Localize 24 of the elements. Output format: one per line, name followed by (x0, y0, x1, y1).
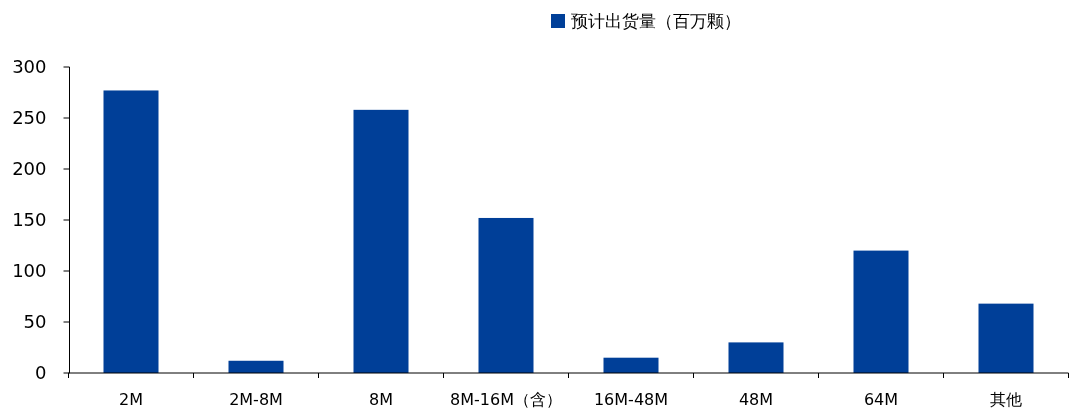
legend-label: 预计出货量（百万颗） (571, 11, 741, 31)
y-tick-label: 250 (12, 107, 47, 128)
y-tick-label: 300 (12, 56, 47, 77)
bar (103, 90, 159, 373)
x-tick-label: 2M (119, 390, 143, 409)
x-tick-label: 48M (738, 390, 774, 409)
bar (603, 357, 659, 373)
bar (853, 250, 909, 373)
bar (978, 303, 1034, 373)
bar (728, 342, 784, 373)
bar (478, 217, 534, 373)
x-tick-label: 8M (369, 390, 393, 409)
bar (353, 109, 409, 373)
bar (228, 360, 284, 373)
x-tick-label: 64M (863, 390, 899, 409)
x-tick-label: 8M-16M（含） (450, 390, 562, 409)
x-tick-label: 2M-8M (229, 390, 283, 409)
x-tick-label: 16M-48M (593, 390, 669, 409)
y-tick-label: 100 (12, 260, 47, 281)
y-tick-label: 200 (12, 158, 47, 179)
y-tick-label: 50 (23, 311, 47, 332)
y-tick-label: 150 (12, 209, 47, 230)
y-tick-label: 0 (35, 362, 47, 383)
x-tick-label: 其他 (990, 390, 1022, 409)
